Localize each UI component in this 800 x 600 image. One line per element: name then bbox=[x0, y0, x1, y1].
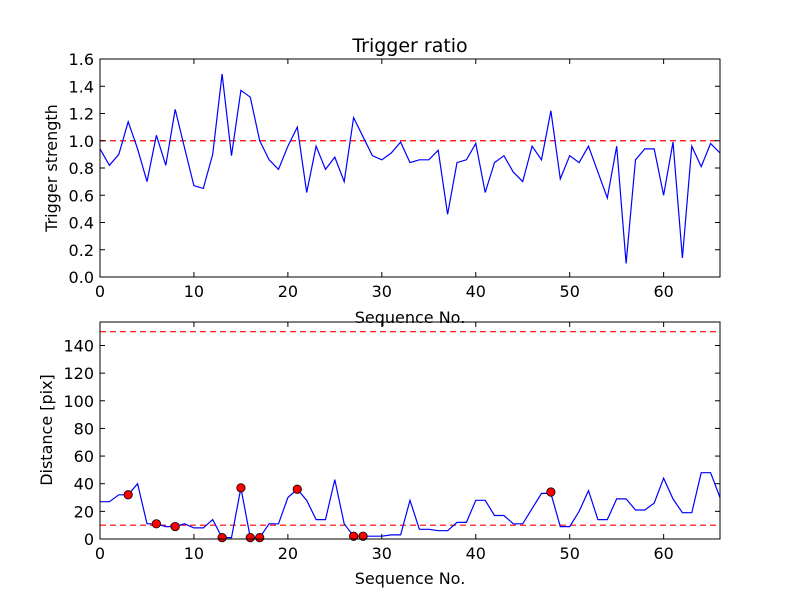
x-tick-label: 50 bbox=[560, 282, 580, 301]
x-tick-label: 30 bbox=[372, 544, 392, 563]
series-line-0 bbox=[99, 73, 721, 264]
y-tick-label: 0.2 bbox=[69, 241, 94, 260]
x-tick-label: 10 bbox=[184, 544, 204, 563]
data-point bbox=[123, 490, 133, 500]
data-point bbox=[358, 531, 368, 541]
y-tick-label: 1.6 bbox=[69, 50, 94, 69]
x-tick-label: 30 bbox=[372, 282, 392, 301]
y-tick-label: 20 bbox=[74, 502, 94, 521]
data-point bbox=[170, 521, 180, 532]
x-tick-label: 20 bbox=[278, 282, 298, 301]
y-axis-label: Trigger strength bbox=[42, 104, 61, 233]
x-tick-label: 50 bbox=[560, 544, 580, 563]
x-tick-label: 20 bbox=[278, 544, 298, 563]
data-point bbox=[255, 533, 265, 543]
x-tick-label: 0 bbox=[95, 282, 105, 301]
data-point bbox=[292, 484, 302, 494]
data-point bbox=[349, 531, 359, 541]
y-tick-label: 100 bbox=[63, 392, 94, 411]
ticks-group: 0 10 20 30 40 50 60 0 20 40 60 80 100 120 140 bbox=[63, 322, 720, 563]
y-tick-label: 1.2 bbox=[69, 105, 94, 124]
y-tick-label: 0.0 bbox=[69, 268, 94, 287]
y-tick-label: 80 bbox=[74, 419, 94, 438]
chart-distance: Sequence No. Distance [pix] 0 10 20 30 40 50 6… bbox=[37, 321, 721, 588]
series-group bbox=[100, 472, 721, 543]
x-tick-label: 60 bbox=[653, 282, 673, 301]
y-tick-label: 120 bbox=[63, 364, 94, 383]
x-tick-label: 0 bbox=[95, 544, 105, 563]
x-tick-label: 40 bbox=[466, 282, 486, 301]
y-tick-label: 0 bbox=[84, 530, 94, 549]
x-tick-label: 40 bbox=[466, 544, 486, 563]
x-tick-label: 10 bbox=[184, 282, 204, 301]
x-tick-label: 60 bbox=[653, 544, 673, 563]
data-point bbox=[546, 487, 556, 497]
y-tick-label: 1.0 bbox=[69, 132, 94, 151]
y-tick-label: 0.4 bbox=[69, 214, 94, 233]
series-line-0 bbox=[100, 472, 721, 539]
chart-trigger-ratio: Trigger ratio Sequence No. Trigger stren… bbox=[42, 35, 721, 327]
plot-frame bbox=[99, 58, 721, 278]
y-axis-label: Distance [pix] bbox=[37, 374, 56, 486]
y-tick-label: 1.4 bbox=[69, 77, 94, 96]
y-tick-label: 140 bbox=[63, 336, 94, 355]
series-group bbox=[99, 73, 721, 264]
ticks-group: 0 10 20 30 40 50 60 0.0 0.2 0.4 0.6 0.8 1.0 1.2 1.4 1.6 bbox=[69, 50, 720, 301]
y-tick-label: 40 bbox=[74, 475, 94, 494]
reference-lines bbox=[100, 331, 720, 526]
plot-frame bbox=[99, 321, 721, 540]
y-tick-label: 60 bbox=[74, 447, 94, 466]
x-axis-label: Sequence No. bbox=[355, 569, 466, 588]
y-tick-label: 0.6 bbox=[69, 186, 94, 205]
data-point bbox=[151, 519, 161, 529]
x-axis-label: Sequence No. bbox=[355, 308, 466, 327]
data-point bbox=[217, 533, 227, 543]
data-point bbox=[236, 483, 246, 493]
data-point bbox=[245, 533, 255, 543]
y-tick-label: 0.8 bbox=[69, 159, 94, 178]
chart-title: Trigger ratio bbox=[351, 35, 467, 57]
